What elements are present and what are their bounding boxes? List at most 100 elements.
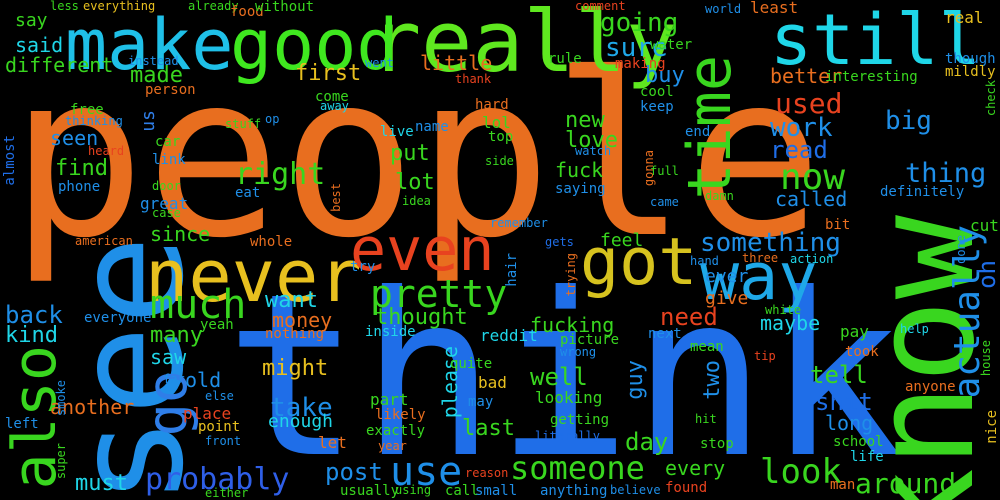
word-fucking: fucking [530, 313, 615, 337]
word-first: first [295, 61, 362, 86]
word-already: already [188, 0, 239, 13]
word-less: less [50, 0, 79, 13]
word-read: read [770, 136, 828, 164]
word-lot: lot [395, 170, 435, 195]
word-might: might [262, 356, 329, 381]
word-new: new [565, 108, 605, 133]
word-comment: comment [575, 0, 626, 13]
word-hit: hit [695, 412, 717, 426]
word-seen: seen [50, 126, 99, 150]
word-said: said [15, 33, 64, 57]
word-away: away [320, 99, 349, 113]
word-year: year [378, 439, 407, 453]
word-guy: guy [623, 360, 648, 400]
word-right: right [235, 157, 326, 192]
word-idea: idea [402, 194, 431, 208]
word-live: live [380, 124, 414, 140]
word-point: point [198, 419, 241, 435]
word-came: came [650, 195, 679, 209]
word-reason: reason [465, 466, 509, 480]
word-another: another [50, 395, 135, 419]
word-shit: shit [815, 388, 873, 416]
word-old: old [185, 368, 222, 392]
word-picture: picture [560, 332, 620, 348]
word-take: take [270, 393, 333, 423]
word-world: world [705, 2, 742, 16]
word-getting: getting [550, 412, 610, 428]
word-top: top [488, 129, 514, 145]
word-link: link [152, 152, 186, 168]
word-look: look [760, 452, 842, 492]
word-let: let [318, 433, 347, 452]
word-fuck: fuck [555, 158, 604, 182]
word-usually: usually [340, 483, 400, 499]
word-believe: believe [610, 483, 661, 497]
word-buy: buy [645, 63, 685, 88]
word-going: going [600, 8, 679, 38]
word-exactly: exactly [366, 423, 426, 439]
word-sure: sure [605, 33, 668, 63]
word-real: real [945, 8, 984, 27]
word-gets: gets [545, 235, 574, 249]
word-cool: cool [640, 84, 674, 100]
word-remember: remember [490, 216, 548, 230]
word-best: best [329, 183, 343, 212]
word-inside: inside [365, 324, 416, 340]
word-yeah: yeah [200, 317, 234, 333]
word-keep: keep [640, 99, 674, 115]
word-eat: eat [235, 185, 261, 201]
word-door: door [152, 179, 181, 193]
word-come: come [315, 89, 349, 105]
word-left: left [5, 416, 39, 432]
word-bit: bit [825, 217, 851, 233]
word-thought: thought [375, 305, 468, 330]
word-man: man [830, 477, 856, 493]
word-full: full [650, 164, 679, 178]
word-lol: lol [482, 113, 511, 132]
word-may: may [468, 394, 494, 410]
word-great: great [140, 194, 189, 213]
word-using: using [395, 483, 432, 497]
word-kind: kind [5, 323, 58, 348]
word-quite: quite [450, 356, 493, 372]
word-least: least [750, 0, 799, 17]
word-trying: trying [564, 253, 578, 297]
word-small: small [475, 483, 518, 499]
word-long: long [825, 411, 874, 435]
word-part: part [370, 390, 409, 409]
word-mildly: mildly [945, 64, 996, 80]
word-check: check [984, 80, 998, 117]
word-action: action [790, 252, 834, 266]
word-watch: watch [575, 144, 612, 158]
word-well: well [530, 363, 588, 391]
word-whole: whole [250, 234, 293, 250]
word-hard: hard [475, 97, 509, 113]
word-side: side [485, 154, 514, 168]
word-must: must [75, 471, 128, 496]
word-front: front [205, 434, 242, 448]
word-little: little [420, 51, 493, 75]
word-free: free [70, 102, 104, 118]
word-never: never [145, 234, 362, 318]
word-make: make [65, 4, 234, 86]
word-big: big [885, 106, 932, 136]
word-back: back [5, 301, 63, 329]
word-maybe: maybe [760, 311, 821, 335]
word-want: want [265, 288, 318, 313]
word-found: found [665, 480, 708, 496]
word-stuff: stuff [225, 117, 262, 131]
word-now: now [780, 157, 846, 198]
word-help: help [900, 322, 929, 336]
word-even: even [350, 215, 495, 285]
word-nice: nice [984, 410, 1000, 444]
word-find: find [55, 156, 108, 181]
word-tell: tell [810, 361, 868, 389]
word-stop: stop [700, 436, 734, 452]
word-took: took [845, 344, 879, 360]
word-enough: enough [268, 411, 334, 432]
word-say: say [15, 10, 48, 31]
word-good: good [230, 4, 399, 86]
word-since: since [150, 222, 211, 246]
word-smoke: smoke [54, 380, 68, 417]
word-feel: feel [600, 230, 644, 251]
